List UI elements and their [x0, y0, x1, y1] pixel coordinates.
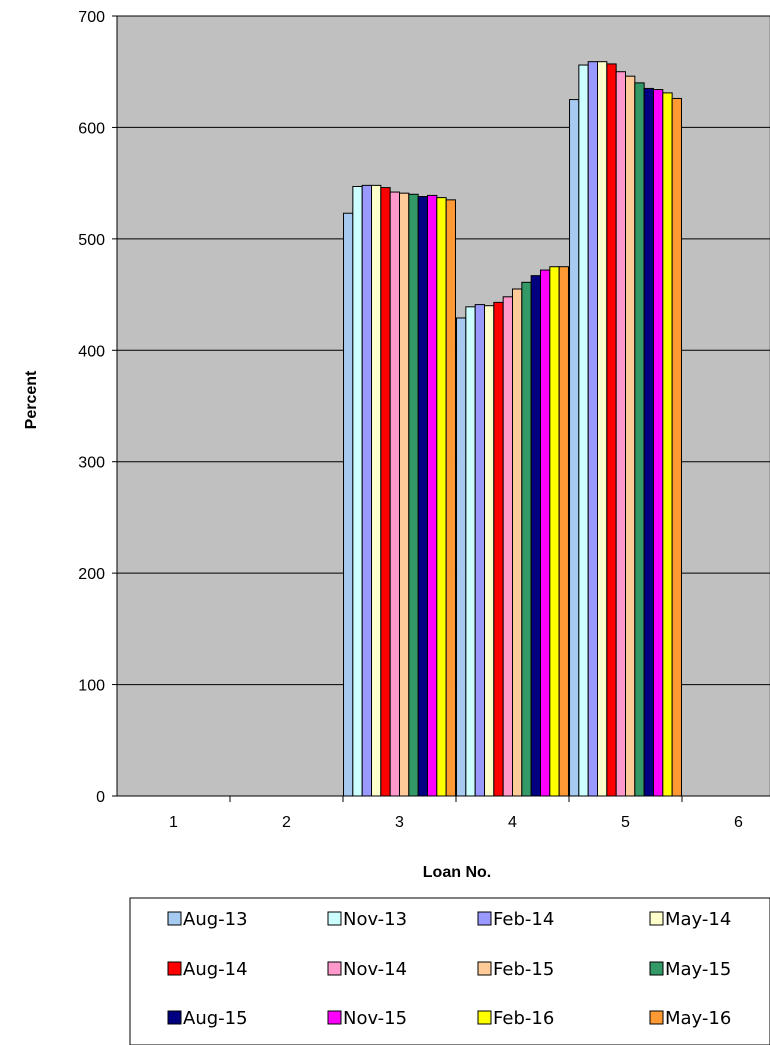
bar	[493, 301, 504, 797]
bar	[662, 92, 673, 797]
bar	[539, 269, 551, 797]
bar	[671, 97, 682, 797]
legend-label: Nov-15	[343, 1008, 407, 1029]
bar	[465, 306, 476, 797]
bar	[371, 184, 382, 797]
legend-label: Feb-15	[493, 959, 554, 980]
legend-label: Feb-16	[493, 1008, 554, 1029]
bar	[549, 266, 560, 797]
x-tick-label: 6	[734, 814, 743, 831]
bar	[436, 197, 447, 797]
bar	[426, 194, 438, 797]
x-tick-label: 4	[508, 814, 517, 831]
x-tick-label: 5	[621, 814, 630, 831]
bar	[530, 275, 541, 797]
bar	[352, 185, 363, 797]
legend-swatch	[327, 961, 342, 976]
bar	[484, 305, 495, 797]
bar	[361, 184, 373, 797]
bar	[399, 192, 410, 797]
x-axis-title: Loan No.	[423, 864, 491, 881]
bar	[456, 317, 467, 797]
legend-label: Feb-14	[493, 909, 554, 930]
y-tick-label: 0	[96, 789, 105, 806]
y-tick-label: 400	[78, 343, 105, 360]
bar	[512, 288, 523, 797]
legend-swatch	[477, 961, 492, 976]
y-axis-title: Percent	[23, 370, 40, 429]
legend-label: Nov-13	[343, 909, 407, 930]
bar	[417, 196, 428, 797]
legend-label: Aug-15	[183, 1008, 248, 1029]
bar	[380, 187, 391, 797]
y-tick-label: 300	[78, 455, 105, 472]
bar	[615, 71, 626, 797]
bar	[597, 61, 608, 797]
legend-label: May-14	[665, 909, 731, 930]
legend: Aug-13 Nov-13 Feb-14 May-14 Aug-14 Nov-14 Feb-…	[129, 897, 770, 1045]
bar	[578, 64, 589, 797]
x-tick-label: 3	[395, 814, 404, 831]
legend-swatch	[477, 1010, 492, 1025]
bar	[502, 296, 514, 797]
bar	[569, 99, 580, 797]
legend-label: May-16	[665, 1008, 731, 1029]
legend-swatch	[167, 1010, 182, 1025]
x-tick-label: 2	[282, 814, 291, 831]
axes: 0 100 200 300 400 500 600 700 1 2 3 4 5 6	[78, 9, 770, 831]
bar	[652, 89, 664, 797]
legend-swatch	[649, 961, 664, 976]
legend-label: Aug-14	[183, 959, 248, 980]
y-tick-label: 700	[78, 9, 105, 26]
bar	[558, 266, 569, 797]
bar	[625, 75, 636, 797]
bar	[643, 87, 654, 797]
bar	[408, 193, 419, 797]
legend-label: May-15	[665, 959, 731, 980]
bar	[445, 199, 456, 797]
bar	[521, 281, 532, 797]
legend-label: Aug-13	[183, 909, 248, 930]
legend-swatch	[477, 911, 492, 926]
legend-swatch	[327, 911, 342, 926]
x-tick-label: 1	[169, 814, 178, 831]
y-tick-label: 200	[78, 566, 105, 583]
y-tick-label: 500	[78, 232, 105, 249]
legend-swatch	[649, 911, 664, 926]
bar	[606, 63, 617, 797]
bar	[634, 82, 645, 797]
legend-swatch	[327, 1010, 342, 1025]
bars	[343, 61, 682, 797]
bar	[587, 61, 599, 797]
bar	[474, 304, 486, 797]
y-tick-label: 600	[78, 120, 105, 137]
legend-label: Nov-14	[343, 959, 407, 980]
bar	[389, 191, 401, 797]
bar	[343, 212, 354, 797]
y-tick-label: 100	[78, 678, 105, 695]
legend-swatch	[167, 911, 182, 926]
legend-swatch	[167, 961, 182, 976]
legend-swatch	[649, 1010, 664, 1025]
